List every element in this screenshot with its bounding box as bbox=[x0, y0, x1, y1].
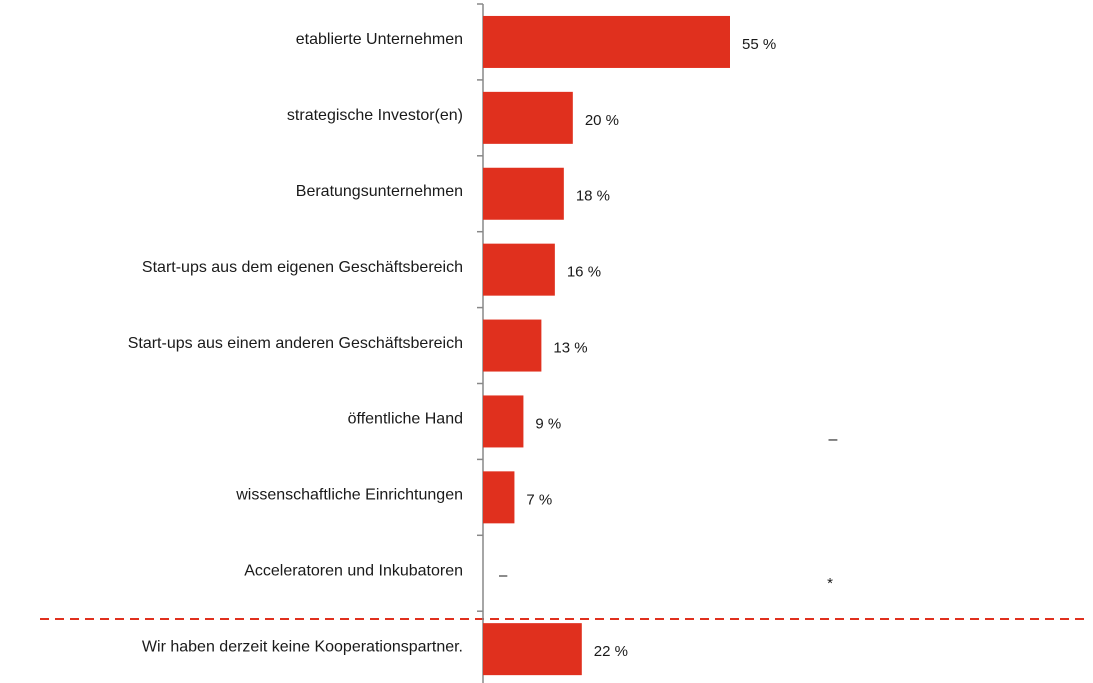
value-label: 9 % bbox=[535, 415, 561, 432]
bar bbox=[483, 167, 564, 220]
value-label: 22 % bbox=[594, 643, 628, 660]
category-label: wissenschaftliche Einrichtungen bbox=[235, 487, 463, 504]
category-label: Wir haben derzeit keine Kooperationspart… bbox=[142, 638, 463, 655]
annotation: – bbox=[829, 431, 838, 448]
bar bbox=[483, 471, 515, 524]
value-label: – bbox=[499, 567, 508, 584]
category-label: Start-ups aus dem eigenen Geschäftsberei… bbox=[142, 259, 463, 276]
bar bbox=[483, 395, 524, 448]
category-label: öffentliche Hand bbox=[348, 411, 463, 428]
value-label: 18 % bbox=[576, 188, 610, 205]
category-label: Beratungsunternehmen bbox=[296, 183, 463, 200]
bar bbox=[483, 91, 573, 144]
bar bbox=[483, 15, 730, 68]
value-label: 16 % bbox=[567, 264, 601, 281]
category-label: strategische Investor(en) bbox=[287, 107, 463, 124]
category-label: Start-ups aus einem anderen Geschäftsber… bbox=[128, 335, 463, 352]
category-label: etablierte Unternehmen bbox=[296, 31, 463, 48]
category-label: Acceleratoren und Inkubatoren bbox=[244, 562, 463, 579]
value-label: 55 % bbox=[742, 36, 776, 53]
value-label: 7 % bbox=[526, 491, 552, 508]
bar bbox=[483, 623, 582, 676]
bar bbox=[483, 243, 555, 296]
bar bbox=[483, 319, 542, 372]
value-label: 13 % bbox=[553, 340, 587, 357]
value-label: 20 % bbox=[585, 112, 619, 129]
annotation: * bbox=[827, 575, 833, 592]
